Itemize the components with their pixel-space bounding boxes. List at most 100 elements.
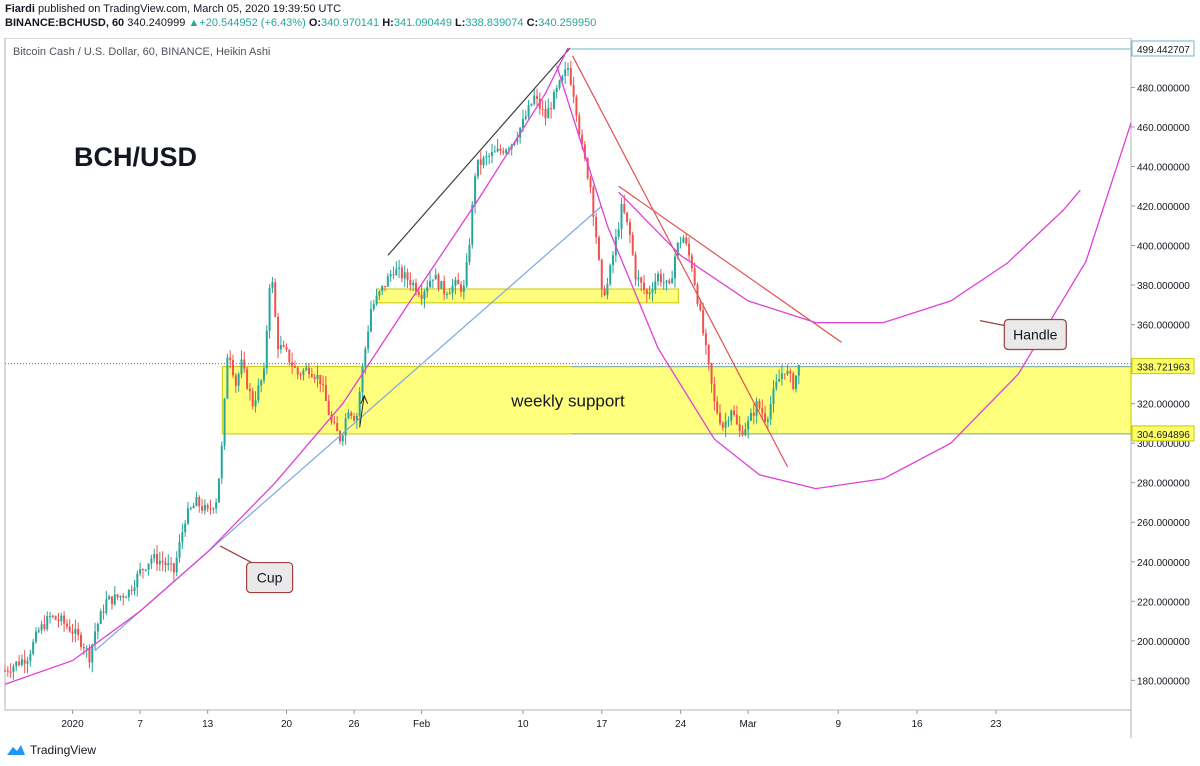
chart-area[interactable]: 180.000000 200.000000 220.000000 240.000000…: [0, 37, 1200, 738]
candle-body: [719, 412, 722, 424]
candle-body: [482, 157, 485, 165]
price-tick-label: 440.000000: [1137, 162, 1190, 173]
red-trendline: [571, 55, 789, 468]
candle-body: [502, 151, 505, 153]
candle-body: [426, 287, 429, 292]
candle-body: [23, 659, 26, 664]
level-badge: [1131, 358, 1195, 375]
low-label: L:: [455, 17, 466, 29]
candle-body: [353, 416, 356, 421]
callout-box: [246, 561, 294, 594]
price-chart[interactable]: 180.000000 200.000000 220.000000 240.000000…: [0, 37, 1200, 738]
candle-body: [215, 502, 218, 509]
level-badge: [1131, 425, 1195, 442]
candle-body: [710, 363, 713, 384]
candle-body: [676, 242, 679, 257]
candle-body: [395, 268, 398, 275]
level-badge-label: 338.721963: [1137, 363, 1190, 374]
candle-body: [575, 96, 578, 116]
tradingview-footer[interactable]: TradingView: [6, 743, 96, 757]
candle-body: [688, 243, 691, 256]
candle-body: [460, 284, 463, 292]
candle-body: [552, 92, 555, 110]
candle-body: [184, 523, 187, 533]
candle-body: [451, 285, 454, 293]
candle-body: [229, 357, 232, 361]
time-tick-label: 23: [990, 719, 1002, 730]
candle-body: [164, 562, 167, 566]
candle-body: [727, 420, 730, 422]
candle-body: [234, 375, 237, 386]
candle-body: [350, 412, 353, 417]
candle-body: [206, 505, 209, 509]
candle-body: [299, 374, 302, 376]
candle-body: [704, 333, 707, 345]
candle-body: [324, 384, 327, 401]
candle-body: [364, 348, 367, 367]
candle-body: [254, 400, 257, 407]
candle-body: [122, 595, 125, 598]
candle-body: [189, 508, 192, 510]
author-name[interactable]: Fiardi: [5, 3, 35, 15]
candle-body: [136, 573, 139, 588]
candle-body: [600, 259, 603, 290]
candle-body: [572, 84, 575, 97]
candle-body: [662, 282, 665, 284]
candle-body: [507, 148, 510, 150]
candle-body: [792, 373, 795, 389]
candle-body: [60, 615, 63, 622]
candle-body: [628, 222, 631, 235]
candle-body: [133, 587, 136, 592]
candle-body: [586, 158, 589, 179]
candle-body: [141, 569, 144, 571]
candle-body: [46, 616, 49, 630]
time-tick-label: 17: [596, 719, 608, 730]
time-tick-label: 13: [202, 719, 214, 730]
candle-body: [279, 345, 282, 350]
candle-body: [125, 597, 128, 599]
candle-body: [262, 368, 265, 381]
candle-body: [384, 285, 387, 287]
candle-body: [454, 279, 457, 286]
callout-pointer: [979, 319, 1005, 327]
candle-body: [744, 429, 747, 436]
candle-body: [127, 589, 130, 598]
price-tick-label: 200.000000: [1137, 637, 1190, 648]
candle-body: [651, 289, 654, 293]
candle-body: [268, 287, 271, 331]
candle-body: [772, 388, 775, 404]
big-label: BCH/USD: [74, 142, 197, 172]
time-tick-label: 26: [348, 719, 360, 730]
price-tick-label: 280.000000: [1137, 479, 1190, 490]
candle-body: [201, 506, 204, 511]
candle-body: [54, 616, 57, 620]
candle-body: [110, 596, 113, 605]
candle-body: [758, 401, 761, 409]
candle-body: [77, 628, 80, 635]
candle-body: [403, 272, 406, 279]
candle-body: [147, 563, 150, 570]
candle-body: [139, 569, 142, 574]
candle-body: [333, 421, 336, 424]
candle-body: [637, 277, 640, 280]
candle-body: [702, 309, 705, 334]
candle-body: [657, 273, 660, 282]
candle-body: [248, 388, 251, 392]
candle-body: [153, 553, 156, 559]
candle-body: [538, 98, 541, 109]
candle-body: [40, 624, 43, 631]
footer-brand: TradingView: [30, 743, 97, 757]
candle-body: [479, 159, 482, 165]
candle-body: [243, 359, 246, 369]
candle-body: [516, 137, 519, 142]
candle-body: [108, 596, 111, 600]
candle-body: [57, 619, 60, 622]
price-tick-label: 220.000000: [1137, 597, 1190, 608]
candle-body: [541, 108, 544, 110]
candle-body: [741, 431, 744, 436]
candle-body: [682, 237, 685, 243]
pink-arc: [618, 189, 1081, 324]
candle-body: [476, 159, 479, 177]
price-tick-label: 420.000000: [1137, 202, 1190, 213]
candle-body: [265, 330, 268, 369]
